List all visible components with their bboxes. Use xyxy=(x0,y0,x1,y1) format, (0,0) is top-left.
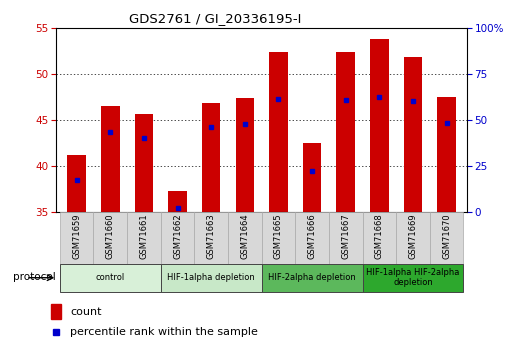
Bar xyxy=(228,212,262,264)
Bar xyxy=(295,212,329,264)
Text: GSM71659: GSM71659 xyxy=(72,214,81,259)
Text: GSM71664: GSM71664 xyxy=(240,214,249,259)
Bar xyxy=(60,264,161,292)
Bar xyxy=(404,57,422,212)
Text: GSM71669: GSM71669 xyxy=(408,214,418,259)
Bar xyxy=(438,97,456,212)
Bar xyxy=(67,155,86,212)
Bar xyxy=(396,212,430,264)
Bar xyxy=(363,212,396,264)
Text: GSM71665: GSM71665 xyxy=(274,214,283,259)
Bar xyxy=(337,52,355,212)
Text: GDS2761 / GI_20336195-I: GDS2761 / GI_20336195-I xyxy=(129,12,302,25)
Bar xyxy=(194,212,228,264)
Bar xyxy=(329,212,363,264)
Bar xyxy=(202,103,221,212)
Text: HIF-1alpha HIF-2alpha
depletion: HIF-1alpha HIF-2alpha depletion xyxy=(366,268,460,287)
Text: HIF-2alpha depletion: HIF-2alpha depletion xyxy=(268,273,356,282)
Bar xyxy=(430,212,463,264)
Text: protocol: protocol xyxy=(13,273,55,282)
Text: GSM71670: GSM71670 xyxy=(442,214,451,259)
Bar xyxy=(363,264,463,292)
Text: control: control xyxy=(95,273,125,282)
Bar xyxy=(370,39,389,212)
Text: HIF-1alpha depletion: HIF-1alpha depletion xyxy=(167,273,255,282)
Bar xyxy=(127,212,161,264)
Bar xyxy=(161,212,194,264)
Text: GSM71668: GSM71668 xyxy=(375,214,384,259)
Bar xyxy=(60,212,93,264)
Bar xyxy=(134,114,153,212)
Text: percentile rank within the sample: percentile rank within the sample xyxy=(70,327,258,337)
Bar xyxy=(101,106,120,212)
Bar xyxy=(168,191,187,212)
Bar xyxy=(303,143,321,212)
Text: GSM71666: GSM71666 xyxy=(308,214,317,259)
Bar xyxy=(50,304,62,319)
Text: GSM71667: GSM71667 xyxy=(341,214,350,259)
Text: GSM71661: GSM71661 xyxy=(140,214,148,259)
Bar xyxy=(161,264,262,292)
Bar xyxy=(235,98,254,212)
Bar xyxy=(269,52,288,212)
Text: GSM71662: GSM71662 xyxy=(173,214,182,259)
Text: count: count xyxy=(70,307,102,317)
Bar xyxy=(93,212,127,264)
Text: GSM71660: GSM71660 xyxy=(106,214,115,259)
Text: GSM71663: GSM71663 xyxy=(207,214,215,259)
Bar xyxy=(262,212,295,264)
Bar xyxy=(262,264,363,292)
